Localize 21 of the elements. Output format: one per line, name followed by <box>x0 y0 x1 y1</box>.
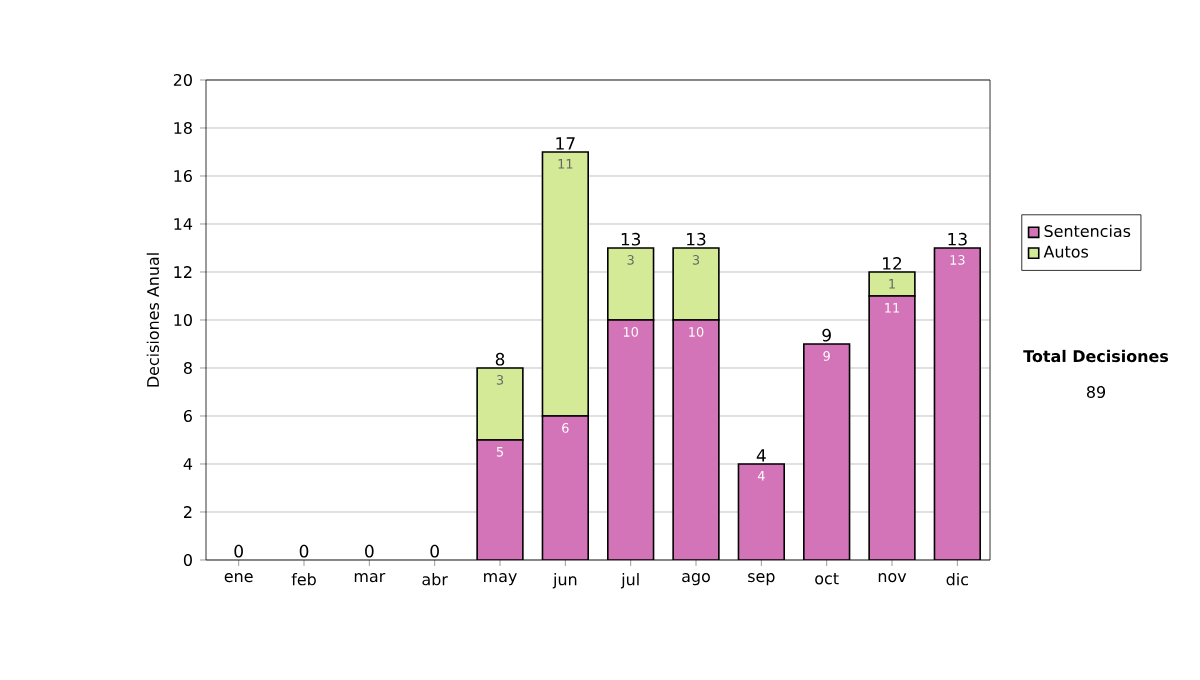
total-label: 13 <box>948 232 967 246</box>
bar <box>672 319 720 560</box>
total-label: 0 <box>365 544 374 558</box>
bar <box>476 439 524 560</box>
bar <box>868 295 916 560</box>
total-label: 0 <box>299 544 309 558</box>
bar <box>737 463 786 560</box>
total-label: 0 <box>430 544 439 558</box>
total-label: 17 <box>556 137 575 150</box>
total-label: 9 <box>822 328 831 342</box>
total-label: 13 <box>687 232 706 246</box>
total-label: 4 <box>756 449 766 462</box>
total-label: 8 <box>495 352 505 366</box>
bar <box>541 415 589 560</box>
total-label: 13 <box>621 232 641 246</box>
bar <box>607 319 655 560</box>
bar <box>803 343 851 560</box>
bar <box>868 271 916 297</box>
total-label: 0 <box>234 544 243 558</box>
bar <box>933 247 982 560</box>
total-label: 12 <box>883 257 902 270</box>
